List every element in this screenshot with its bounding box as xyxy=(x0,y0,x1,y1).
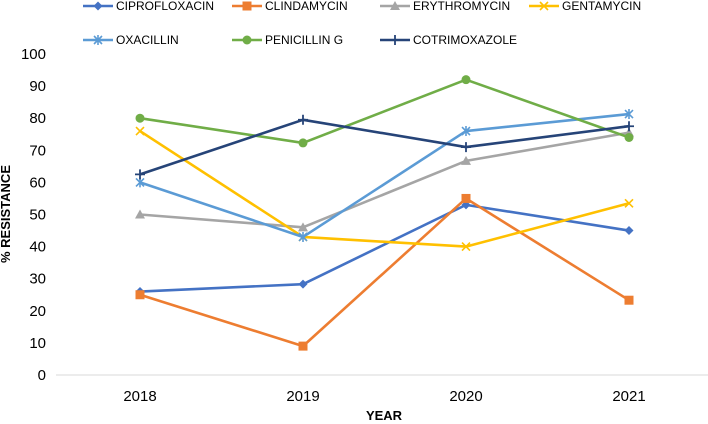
legend-label: OXACILLIN xyxy=(116,33,179,47)
data-point xyxy=(298,279,308,289)
data-point xyxy=(298,341,308,351)
x-axis: 2018 2019 2020 2021 xyxy=(56,374,708,405)
series-line xyxy=(139,197,630,348)
data-point xyxy=(298,222,308,232)
data-point xyxy=(135,290,145,300)
y-tick-label: 0 xyxy=(38,367,46,384)
plot-area xyxy=(135,75,634,351)
legend-label: GENTAMYCIN xyxy=(562,0,641,13)
y-tick-label: 90 xyxy=(29,78,46,95)
data-point xyxy=(461,242,471,252)
legend-marker xyxy=(390,35,400,45)
data-point xyxy=(624,226,634,236)
y-tick-label: 50 xyxy=(29,207,46,224)
data-point xyxy=(298,138,308,148)
data-point xyxy=(624,109,634,120)
x-tick-label: 2019 xyxy=(286,388,319,405)
legend-item-ciprofloxacin: CIPROFLOXACIN xyxy=(83,0,214,13)
series-gentamycin xyxy=(135,126,634,252)
data-point xyxy=(461,193,471,203)
data-point xyxy=(624,295,634,305)
series-erythromycin xyxy=(135,127,634,232)
legend-item-oxacillin: OXACILLIN xyxy=(83,33,179,47)
series-oxacillin xyxy=(135,109,634,242)
data-point xyxy=(135,113,145,123)
legend-label: CIPROFLOXACIN xyxy=(116,0,214,13)
y-tick-label: 70 xyxy=(29,142,46,159)
y-tick-label: 100 xyxy=(21,46,46,63)
legend: CIPROFLOXACIN CLINDAMYCIN ERYTHROMYCIN GENT… xyxy=(83,0,641,47)
legend-marker xyxy=(242,1,252,11)
y-tick-label: 80 xyxy=(29,110,46,127)
data-point xyxy=(624,121,634,132)
data-point xyxy=(624,198,634,208)
legend-label: ERYTHROMYCIN xyxy=(413,0,510,13)
y-tick-label: 10 xyxy=(29,335,46,352)
series-cotrimoxazole xyxy=(135,114,634,180)
series-line xyxy=(139,131,630,229)
legend-label: CLINDAMYCIN xyxy=(265,0,348,13)
y-tick-label: 40 xyxy=(29,239,46,256)
legend-marker xyxy=(242,35,252,45)
series-line xyxy=(139,112,630,239)
data-point xyxy=(135,209,145,219)
data-point xyxy=(624,132,634,142)
legend-label: COTRIMOXAZOLE xyxy=(413,33,517,47)
y-tick-label: 30 xyxy=(29,271,46,288)
legend-marker xyxy=(539,1,549,11)
legend-item-clindamycin: CLINDAMYCIN xyxy=(232,0,348,13)
y-axis-title: % RESISTANCE xyxy=(0,165,13,263)
y-tick-label: 20 xyxy=(29,303,46,320)
legend-item-penicillin-g: PENICILLIN G xyxy=(232,33,343,47)
data-point xyxy=(461,155,471,165)
legend-item-gentamycin: GENTAMYCIN xyxy=(529,0,641,13)
series-line xyxy=(139,203,630,293)
x-tick-label: 2020 xyxy=(449,388,482,405)
y-tick-label: 60 xyxy=(29,174,46,191)
legend-marker xyxy=(93,35,103,45)
x-tick-label: 2018 xyxy=(123,388,156,405)
series-line xyxy=(139,78,630,145)
legend-marker xyxy=(93,1,103,11)
series-penicillin-g xyxy=(135,75,634,148)
legend-item-erythromycin: ERYTHROMYCIN xyxy=(380,0,510,13)
series-clindamycin xyxy=(135,193,634,351)
x-axis-title: YEAR xyxy=(366,408,403,423)
series-line xyxy=(139,129,630,248)
series-ciprofloxacin xyxy=(135,200,634,297)
legend-marker xyxy=(390,1,400,10)
data-point xyxy=(461,75,471,85)
y-axis: 0 10 20 30 40 50 60 70 80 90 100 xyxy=(21,46,46,384)
series-line xyxy=(139,118,630,176)
data-point xyxy=(298,114,308,125)
legend-label: PENICILLIN G xyxy=(265,33,343,47)
legend-item-cotrimoxazole: COTRIMOXAZOLE xyxy=(380,33,517,47)
data-point xyxy=(298,231,308,242)
data-point xyxy=(135,126,145,136)
data-point xyxy=(135,169,145,180)
x-tick-label: 2021 xyxy=(612,388,645,405)
data-point xyxy=(461,142,471,153)
data-point xyxy=(461,126,471,137)
